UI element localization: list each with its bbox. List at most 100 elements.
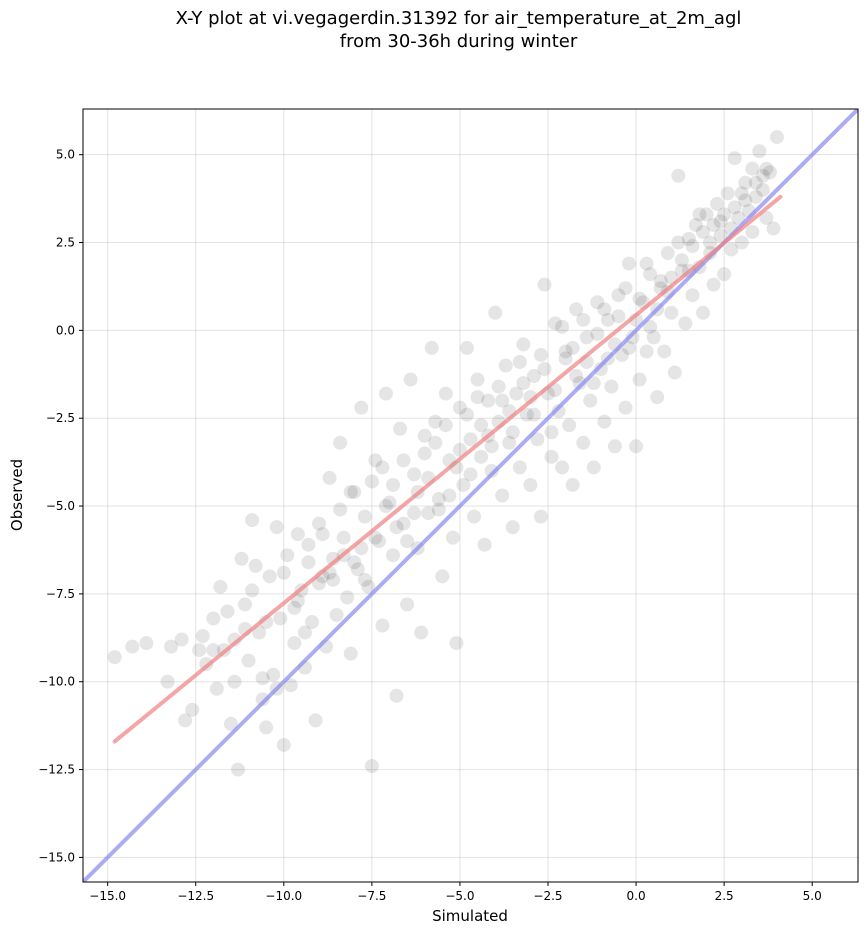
- scatter-point: [509, 386, 524, 401]
- scatter-point: [738, 175, 753, 190]
- x-tick-label: −12.5: [177, 889, 214, 903]
- y-tick-label: −12.5: [38, 763, 75, 777]
- scatter-point: [220, 604, 235, 619]
- scatter-point: [241, 653, 256, 668]
- scatter-point: [727, 151, 742, 166]
- scatter-point: [565, 340, 580, 355]
- x-tick-label: −2.5: [533, 889, 562, 903]
- scatter-point: [438, 418, 453, 433]
- scatter-point: [558, 344, 573, 359]
- scatter-point: [347, 555, 362, 570]
- scatter-point: [759, 161, 774, 176]
- scatter-point: [287, 600, 302, 615]
- scatter-point: [583, 393, 598, 408]
- x-tick-label: −7.5: [357, 889, 386, 903]
- scatter-point: [382, 495, 397, 510]
- scatter-point: [227, 674, 242, 689]
- scatter-point: [477, 537, 492, 552]
- x-axis-ticks: −15.0 −12.5 −10.0 −7.5 −5.0 −2.5 0.0 2.5 5.0: [89, 882, 822, 903]
- scatter-point: [400, 597, 415, 612]
- scatter-point: [192, 643, 207, 658]
- y-tick-label: −2.5: [46, 411, 75, 425]
- scatter-point: [463, 432, 478, 447]
- scatter-point: [530, 432, 545, 447]
- scatter-point: [417, 446, 432, 461]
- y-tick-label: −7.5: [46, 587, 75, 601]
- scatter-point: [734, 186, 749, 201]
- scatter-point: [671, 168, 686, 183]
- scatter-point: [245, 513, 260, 528]
- scatter-point: [185, 702, 200, 717]
- scatter-point: [107, 650, 122, 665]
- scatter-point: [625, 330, 640, 345]
- scatter-point: [590, 295, 605, 310]
- y-tick-label: −5.0: [46, 499, 75, 513]
- regression-line: [112, 194, 783, 744]
- scatter-point: [681, 232, 696, 247]
- scatter-point: [618, 400, 633, 415]
- grid: [83, 109, 858, 882]
- scatter-point: [688, 217, 703, 232]
- x-tick-label: 5.0: [803, 889, 822, 903]
- scatter-point: [368, 530, 383, 545]
- scatter-point: [555, 319, 570, 334]
- scatter-point: [734, 235, 749, 250]
- scatter-point: [572, 376, 587, 391]
- scatter-point: [692, 207, 707, 222]
- scatter-point: [523, 477, 538, 492]
- x-axis-label: Simulated: [432, 907, 508, 925]
- scatter-point: [470, 390, 485, 405]
- scatter-point: [597, 414, 612, 429]
- scatter-point: [206, 643, 221, 658]
- scatter-point: [467, 509, 482, 524]
- scatter-point: [266, 667, 281, 682]
- scatter-point: [290, 527, 305, 542]
- scatter-point: [428, 435, 443, 450]
- scatter-point: [727, 200, 742, 215]
- scatter-point: [139, 636, 154, 651]
- scatter-point: [308, 713, 323, 728]
- scatter-point: [717, 207, 732, 222]
- x-tick-label: 0.0: [627, 889, 646, 903]
- scatter-point: [445, 530, 460, 545]
- scatter-point: [259, 720, 274, 735]
- scatter-point: [512, 460, 527, 475]
- scatter-point: [611, 309, 626, 324]
- scatter-point: [283, 678, 298, 693]
- scatter-point: [674, 253, 689, 268]
- scatter-point: [329, 607, 344, 622]
- scatter-point: [731, 210, 746, 225]
- scatter-point: [755, 168, 770, 183]
- x-tick-label: 2.5: [715, 889, 734, 903]
- scatter-point: [378, 386, 393, 401]
- scatter-point: [671, 235, 686, 250]
- scatter-point: [646, 330, 661, 345]
- scatter-point: [389, 688, 404, 703]
- scatter-point: [396, 516, 411, 531]
- scatter-point: [759, 210, 774, 225]
- scatter-point: [544, 425, 559, 440]
- scatter-point: [312, 516, 327, 531]
- scatter-point: [755, 182, 770, 197]
- scatter-point: [622, 256, 637, 271]
- scatter-point: [357, 509, 372, 524]
- scatter-point: [488, 305, 503, 320]
- scatter-point: [544, 449, 559, 464]
- scatter-point: [431, 492, 446, 507]
- scatter-point: [533, 347, 548, 362]
- scatter-point: [576, 435, 591, 450]
- scatter-point: [231, 762, 245, 777]
- scatter-point: [607, 439, 622, 454]
- scatter-point: [304, 614, 319, 629]
- scatter-point: [614, 347, 629, 362]
- scatter-point: [378, 499, 393, 514]
- scatter-point: [403, 372, 418, 387]
- scatter-point: [748, 175, 763, 190]
- scatter-point: [696, 224, 710, 239]
- scatter-point: [632, 372, 647, 387]
- scatter-point: [706, 217, 721, 232]
- scatter-point: [738, 193, 753, 208]
- scatter-point: [301, 555, 316, 570]
- scatter-point: [160, 674, 175, 689]
